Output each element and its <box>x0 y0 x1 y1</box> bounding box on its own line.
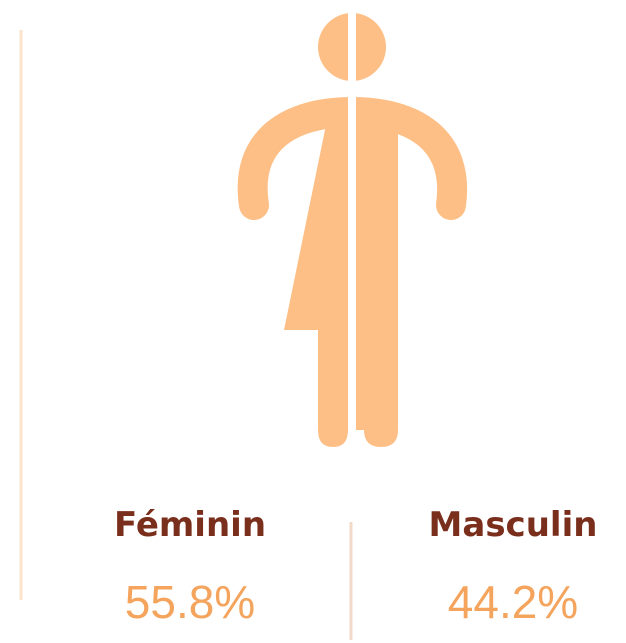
male-half <box>356 110 398 447</box>
female-label: Féminin <box>114 505 266 545</box>
split-gap <box>348 0 356 460</box>
female-half <box>284 125 348 447</box>
male-label: Masculin <box>429 505 598 545</box>
male-value: 44.2% <box>448 576 578 628</box>
gender-figure <box>237 0 468 460</box>
female-value: 55.8% <box>125 576 255 628</box>
